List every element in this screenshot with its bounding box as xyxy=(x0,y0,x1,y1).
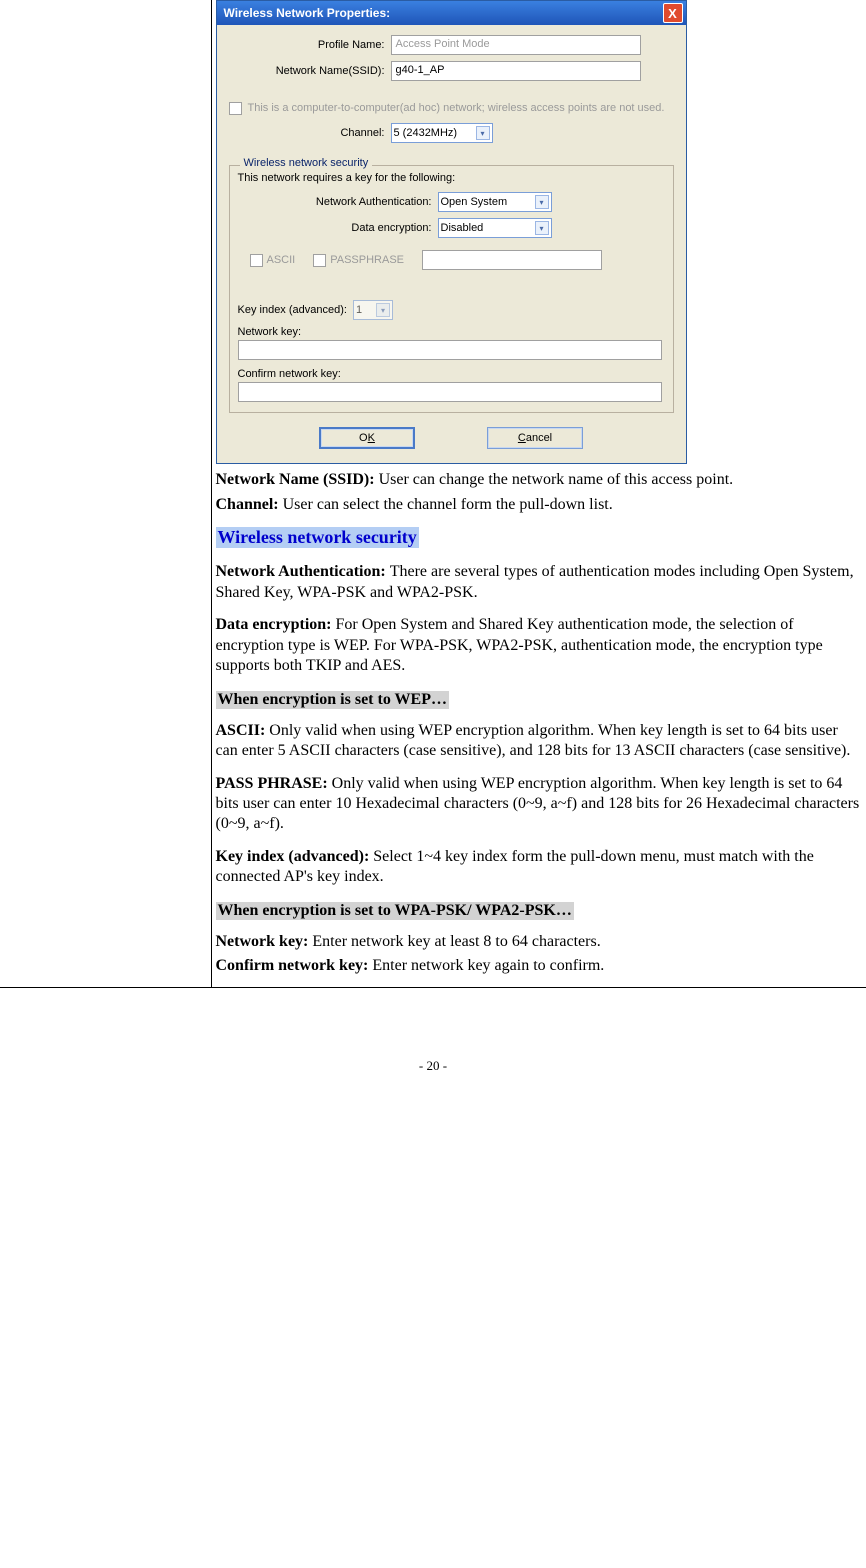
document-body: Network Name (SSID): User can change the… xyxy=(216,470,863,977)
close-icon[interactable]: X xyxy=(663,3,683,23)
keyindex-term: Key index (advanced): xyxy=(216,848,374,865)
keyindex-select[interactable]: 1 ▾ xyxy=(353,300,393,320)
keyindex-value: 1 xyxy=(356,304,362,316)
chevron-down-icon: ▾ xyxy=(535,195,549,209)
adhoc-checkbox[interactable] xyxy=(229,102,242,115)
passphrase-term: PASS PHRASE: xyxy=(216,775,332,792)
netkey-term: Network key: xyxy=(216,933,313,950)
chevron-down-icon: ▾ xyxy=(535,221,549,235)
netauth-label: Network Authentication: xyxy=(238,196,438,208)
titlebar: Wireless Network Properties: X xyxy=(217,1,686,25)
section-header: Wireless network security xyxy=(216,527,419,548)
dataenc-term: Data encryption: xyxy=(216,616,336,633)
ssid-term: Network Name (SSID): xyxy=(216,471,379,488)
ascii-label: ASCII xyxy=(267,254,296,266)
security-desc: This network requires a key for the foll… xyxy=(238,172,665,184)
netauth-select[interactable]: Open System ▾ xyxy=(438,192,552,212)
channel-value: 5 (2432MHz) xyxy=(394,127,458,139)
channel-label: Channel: xyxy=(229,127,391,139)
netkey-desc: Enter network key at least 8 to 64 chara… xyxy=(312,933,600,950)
cancel-button[interactable]: Cancel xyxy=(487,427,583,449)
channel-desc: User can select the channel form the pul… xyxy=(283,496,613,513)
chevron-down-icon: ▾ xyxy=(376,303,390,317)
dataenc-value: Disabled xyxy=(441,222,484,234)
netauth-value: Open System xyxy=(441,196,508,208)
netauth-term: Network Authentication: xyxy=(216,563,390,580)
channel-select[interactable]: 5 (2432MHz) ▾ xyxy=(391,123,493,143)
dataenc-label: Data encryption: xyxy=(238,222,438,234)
channel-term: Channel: xyxy=(216,496,283,513)
ssid-desc: User can change the network name of this… xyxy=(379,471,734,488)
confirmkey-term: Confirm network key: xyxy=(216,957,373,974)
window-title: Wireless Network Properties: xyxy=(224,6,391,20)
page-number: - 20 - xyxy=(0,1058,866,1074)
dataenc-select[interactable]: Disabled ▾ xyxy=(438,218,552,238)
netkey-input[interactable] xyxy=(238,340,662,360)
profile-name-label: Profile Name: xyxy=(229,39,391,51)
profile-name-input[interactable]: Access Point Mode xyxy=(391,35,641,55)
wpa-heading: When encryption is set to WPA-PSK/ WPA2-… xyxy=(216,902,574,920)
passphrase-checkbox[interactable] xyxy=(313,254,326,267)
security-fieldset: Wireless network security This network r… xyxy=(229,165,674,413)
confirmkey-label: Confirm network key: xyxy=(238,368,665,380)
netkey-label: Network key: xyxy=(238,326,665,338)
ok-button[interactable]: OK xyxy=(319,427,415,449)
confirmkey-input[interactable] xyxy=(238,382,662,402)
confirmkey-desc: Enter network key again to confirm. xyxy=(372,957,604,974)
security-legend: Wireless network security xyxy=(240,157,373,169)
passphrase-label: PASSPHRASE xyxy=(330,254,404,266)
passphrase-input[interactable] xyxy=(422,250,602,270)
wep-heading: When encryption is set to WEP… xyxy=(216,691,449,709)
adhoc-label: This is a computer-to-computer(ad hoc) n… xyxy=(248,101,665,115)
keyindex-label: Key index (advanced): xyxy=(238,304,353,316)
chevron-down-icon: ▾ xyxy=(476,126,490,140)
ssid-label: Network Name(SSID): xyxy=(229,65,391,77)
ssid-input[interactable]: g40-1_AP xyxy=(391,61,641,81)
ascii-desc: Only valid when using WEP encryption alg… xyxy=(216,722,851,759)
ascii-checkbox[interactable] xyxy=(250,254,263,267)
ascii-term: ASCII: xyxy=(216,722,270,739)
wireless-properties-dialog: Wireless Network Properties: X Profile N… xyxy=(216,0,687,464)
